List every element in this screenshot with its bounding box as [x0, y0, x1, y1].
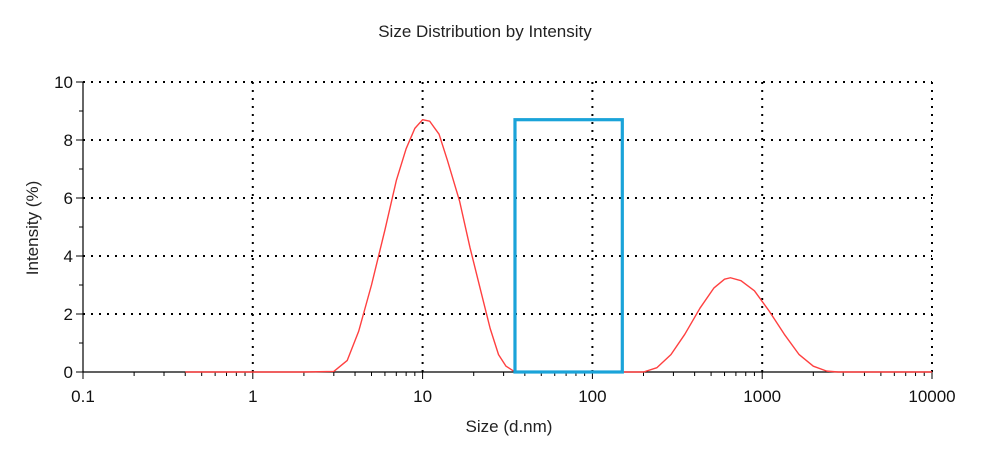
y-tick-label: 8 — [64, 131, 73, 150]
x-axis-label: Size (d.nm) — [466, 417, 553, 436]
y-tick-label: 2 — [64, 305, 73, 324]
y-axis-label: Intensity (%) — [23, 181, 42, 275]
grid-lines — [83, 81, 933, 372]
chart-title: Size Distribution by Intensity — [378, 22, 592, 41]
tick-labels: 0 2 4 6 8 10 0.1 1 10 100 1000 10000 — [54, 73, 956, 406]
x-tick-label: 10000 — [908, 387, 955, 406]
y-tick-label: 0 — [64, 363, 73, 382]
series-layer — [185, 118, 932, 373]
x-tick-label: 100 — [578, 387, 606, 406]
x-tick-label: 0.1 — [71, 387, 95, 406]
intensity-series-line — [185, 118, 932, 373]
y-tick-label: 10 — [54, 73, 73, 92]
x-tick-label: 1000 — [743, 387, 781, 406]
x-tick-label: 10 — [413, 387, 432, 406]
highlight-box — [513, 118, 624, 374]
axes — [76, 81, 933, 379]
y-tick-label: 4 — [64, 247, 73, 266]
y-tick-label: 6 — [64, 189, 73, 208]
highlight-layer — [513, 118, 624, 374]
x-tick-label: 1 — [248, 387, 257, 406]
